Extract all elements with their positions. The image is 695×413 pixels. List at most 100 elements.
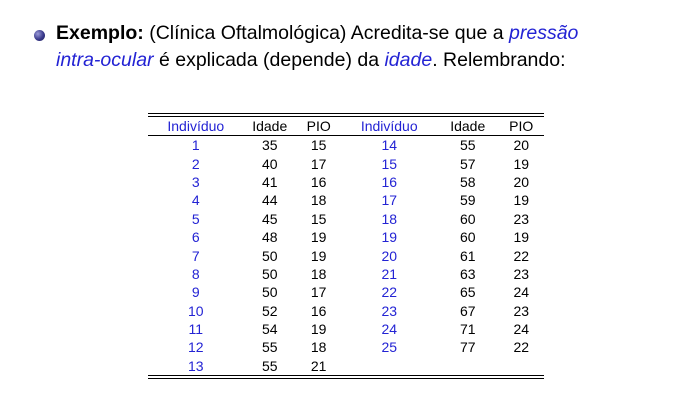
cell-individuo-2: 21 xyxy=(381,265,398,282)
cell-individuo-2: 14 xyxy=(381,137,398,154)
data-table: Indivíduo Idade PIO Indivíduo Idade PIO xyxy=(148,117,544,135)
cell-idade-2: 63 xyxy=(459,265,476,282)
table-row: 11 54 19 24 71 24 xyxy=(148,320,544,338)
cell-pio-2: 24 xyxy=(513,284,530,301)
table-row: 10 52 16 23 67 23 xyxy=(148,302,544,320)
table-top-rule xyxy=(148,113,544,114)
example-text: Exemplo: (Clínica Oftalmológica) Acredit… xyxy=(56,20,676,74)
cell-pio-2: 23 xyxy=(513,302,530,319)
cell-individuo-2: 22 xyxy=(381,284,398,301)
cell-individuo-2: 17 xyxy=(381,192,398,209)
cell-idade-2: 60 xyxy=(459,229,476,246)
header-individuo-2: Indivíduo xyxy=(360,118,418,134)
cell-idade-1: 41 xyxy=(261,173,278,190)
header-individuo-1: Indivíduo xyxy=(167,118,225,134)
cell-individuo-1: 13 xyxy=(188,357,204,374)
cell-idade-1: 40 xyxy=(261,155,278,172)
table-row: 1 35 15 14 55 20 xyxy=(148,136,544,154)
table-row: 9 50 17 22 65 24 xyxy=(148,283,544,301)
cell-idade-2: 65 xyxy=(459,284,476,301)
cell-individuo-2 xyxy=(341,357,437,375)
header-idade-1: Idade xyxy=(252,118,288,134)
cell-pio-2: 22 xyxy=(513,247,530,264)
cell-pio-1: 15 xyxy=(310,210,327,227)
term-intra-ocular: intra-ocular xyxy=(56,49,154,71)
cell-individuo-1: 4 xyxy=(191,192,200,209)
cell-individuo-1: 1 xyxy=(191,137,200,154)
cell-idade-2: 58 xyxy=(459,173,476,190)
table-bottom-rule xyxy=(148,375,544,377)
example-part3: . Relembrando: xyxy=(432,49,566,71)
table-row: 4 44 18 17 59 19 xyxy=(148,191,544,209)
cell-individuo-1: 11 xyxy=(188,321,204,338)
cell-idade-2: 60 xyxy=(459,210,476,227)
cell-individuo-2: 20 xyxy=(381,247,398,264)
example-part2: é explicada (depende) da xyxy=(153,49,385,71)
cell-pio-2 xyxy=(498,357,544,375)
cell-idade-1: 55 xyxy=(261,339,278,356)
cell-individuo-1: 12 xyxy=(188,339,204,356)
cell-individuo-2: 24 xyxy=(381,321,398,338)
table-row: 8 50 18 21 63 23 xyxy=(148,265,544,283)
cell-idade-1: 45 xyxy=(261,210,278,227)
cell-idade-1: 48 xyxy=(261,229,278,246)
cell-pio-2: 19 xyxy=(513,192,530,209)
cell-pio-2: 20 xyxy=(513,137,530,154)
cell-individuo-2: 18 xyxy=(381,210,398,227)
cell-idade-2: 71 xyxy=(459,321,476,338)
cell-pio-1: 18 xyxy=(310,265,327,282)
cell-pio-2: 24 xyxy=(513,321,530,338)
cell-idade-2 xyxy=(437,357,498,375)
cell-individuo-2: 19 xyxy=(381,229,398,246)
data-table-wrapper: Indivíduo Idade PIO Indivíduo Idade PIO … xyxy=(148,113,544,380)
table-row: 12 55 18 25 77 22 xyxy=(148,338,544,356)
cell-pio-1: 15 xyxy=(310,137,327,154)
cell-individuo-1: 7 xyxy=(191,247,200,264)
cell-idade-1: 50 xyxy=(261,247,278,264)
header-idade-2: Idade xyxy=(450,118,486,134)
cell-individuo-1: 5 xyxy=(191,210,200,227)
term-idade: idade xyxy=(384,49,433,71)
example-part1: (Clínica Oftalmológica) Acredita-se que … xyxy=(143,22,510,44)
bullet-icon xyxy=(34,30,45,41)
table-header-rule xyxy=(148,135,544,136)
example-label: Exemplo: xyxy=(56,22,144,44)
header-pio-2: PIO xyxy=(509,118,534,134)
cell-pio-1: 16 xyxy=(310,173,327,190)
cell-pio-1: 19 xyxy=(310,229,327,246)
cell-pio-2: 23 xyxy=(513,210,530,227)
term-pressao: pressão xyxy=(509,22,579,44)
cell-pio-1: 19 xyxy=(310,321,327,338)
cell-individuo-2: 25 xyxy=(381,339,398,356)
cell-individuo-2: 23 xyxy=(381,302,398,319)
cell-individuo-1: 2 xyxy=(191,155,200,172)
cell-idade-1: 54 xyxy=(261,321,278,338)
table-row: 7 50 19 20 61 22 xyxy=(148,246,544,264)
cell-pio-2: 22 xyxy=(513,339,530,356)
cell-pio-1: 17 xyxy=(310,155,327,172)
cell-pio-1: 18 xyxy=(310,339,327,356)
cell-idade-1: 52 xyxy=(261,302,278,319)
cell-individuo-1: 6 xyxy=(191,229,200,246)
cell-pio-1: 16 xyxy=(310,302,327,319)
cell-idade-1: 50 xyxy=(261,284,278,301)
header-pio-1: PIO xyxy=(306,118,331,134)
cell-pio-2: 23 xyxy=(513,265,530,282)
cell-idade-2: 57 xyxy=(459,155,476,172)
data-table-body: 1 35 15 14 55 20 2 40 17 15 57 19 3 41 16 16 58 20 4 44 18 17… xyxy=(148,136,544,375)
cell-pio-2: 20 xyxy=(513,173,530,190)
cell-idade-2: 77 xyxy=(459,339,476,356)
table-header-row: Indivíduo Idade PIO Indivíduo Idade PIO xyxy=(148,117,544,135)
table-row: 3 41 16 16 58 20 xyxy=(148,173,544,191)
cell-individuo-2: 16 xyxy=(381,173,398,190)
cell-idade-1: 44 xyxy=(261,192,278,209)
cell-idade-2: 67 xyxy=(459,302,476,319)
cell-individuo-1: 10 xyxy=(188,302,204,319)
cell-idade-2: 59 xyxy=(459,192,476,209)
cell-pio-1: 19 xyxy=(310,247,327,264)
cell-pio-1: 17 xyxy=(310,284,327,301)
cell-idade-1: 35 xyxy=(261,137,278,154)
cell-idade-2: 55 xyxy=(459,137,476,154)
table-row: 2 40 17 15 57 19 xyxy=(148,154,544,172)
cell-individuo-1: 8 xyxy=(191,265,200,282)
